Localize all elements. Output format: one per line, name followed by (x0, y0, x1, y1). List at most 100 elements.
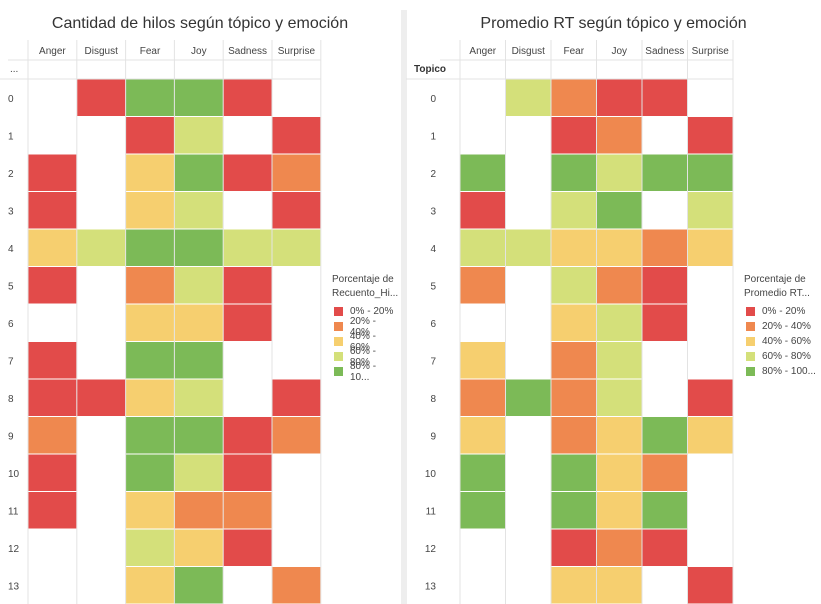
heatmap-cell[interactable] (272, 417, 321, 454)
heatmap-cell[interactable] (272, 379, 321, 417)
heatmap-cell[interactable] (642, 304, 688, 342)
heatmap-cell[interactable] (460, 417, 506, 454)
heatmap-cell[interactable] (506, 379, 551, 417)
heatmap-cell[interactable] (597, 342, 642, 379)
heatmap-cell[interactable] (551, 379, 597, 417)
heatmap-cell[interactable] (688, 117, 733, 154)
heatmap-cell[interactable] (642, 267, 688, 304)
heatmap-cell[interactable] (28, 342, 77, 379)
heatmap-cell[interactable] (597, 117, 642, 154)
heatmap-cell[interactable] (223, 267, 272, 304)
legend-item[interactable]: 80% - 10... (332, 361, 398, 383)
heatmap-cell[interactable] (597, 379, 642, 417)
heatmap-cell[interactable] (272, 229, 321, 267)
heatmap-cell[interactable] (126, 79, 174, 117)
heatmap-cell[interactable] (551, 567, 597, 604)
heatmap-cell[interactable] (174, 154, 223, 192)
legend-item[interactable]: 0% - 20% (744, 304, 816, 319)
heatmap-cell[interactable] (551, 529, 597, 567)
heatmap-cell[interactable] (28, 492, 77, 529)
heatmap-cell[interactable] (223, 454, 272, 492)
heatmap-cell[interactable] (642, 154, 688, 192)
heatmap-cell[interactable] (597, 79, 642, 117)
heatmap-cell[interactable] (272, 154, 321, 192)
heatmap-cell[interactable] (126, 417, 174, 454)
heatmap-cell[interactable] (506, 79, 551, 117)
heatmap-cell[interactable] (597, 417, 642, 454)
heatmap-cell[interactable] (460, 192, 506, 229)
heatmap-cell[interactable] (174, 492, 223, 529)
heatmap-cell[interactable] (597, 454, 642, 492)
legend-item[interactable]: 60% - 80% (332, 346, 398, 368)
heatmap-cell[interactable] (174, 192, 223, 229)
heatmap-cell[interactable] (642, 79, 688, 117)
heatmap-cell[interactable] (126, 267, 174, 304)
heatmap-cell[interactable] (174, 417, 223, 454)
heatmap-cell[interactable] (688, 379, 733, 417)
heatmap-cell[interactable] (688, 192, 733, 229)
heatmap-cell[interactable] (174, 342, 223, 379)
heatmap-cell[interactable] (642, 529, 688, 567)
heatmap-cell[interactable] (174, 267, 223, 304)
heatmap-cell[interactable] (460, 154, 506, 192)
heatmap-cell[interactable] (551, 79, 597, 117)
heatmap-cell[interactable] (551, 342, 597, 379)
heatmap-cell[interactable] (272, 117, 321, 154)
heatmap-cell[interactable] (460, 492, 506, 529)
heatmap-cell[interactable] (126, 192, 174, 229)
heatmap-cell[interactable] (551, 267, 597, 304)
heatmap-cell[interactable] (272, 192, 321, 229)
heatmap-cell[interactable] (126, 229, 174, 267)
heatmap-cell[interactable] (460, 379, 506, 417)
heatmap-cell[interactable] (551, 154, 597, 192)
heatmap-cell[interactable] (551, 417, 597, 454)
legend-item[interactable]: 0% - 20% (332, 304, 398, 319)
legend-item[interactable]: 60% - 80% (744, 349, 816, 364)
heatmap-cell[interactable] (126, 117, 174, 154)
heatmap-cell[interactable] (28, 379, 77, 417)
heatmap-cell[interactable] (174, 567, 223, 604)
heatmap-cell[interactable] (460, 454, 506, 492)
heatmap-cell[interactable] (506, 229, 551, 267)
heatmap-cell[interactable] (28, 229, 77, 267)
heatmap-cell[interactable] (126, 304, 174, 342)
heatmap-cell[interactable] (597, 192, 642, 229)
heatmap-cell[interactable] (77, 379, 126, 417)
heatmap-cell[interactable] (28, 154, 77, 192)
heatmap-cell[interactable] (551, 192, 597, 229)
heatmap-cell[interactable] (597, 304, 642, 342)
heatmap-cell[interactable] (551, 492, 597, 529)
heatmap-cell[interactable] (460, 229, 506, 267)
heatmap-cell[interactable] (223, 417, 272, 454)
heatmap-cell[interactable] (126, 567, 174, 604)
heatmap-cell[interactable] (126, 154, 174, 192)
heatmap-cell[interactable] (77, 79, 126, 117)
heatmap-cell[interactable] (460, 267, 506, 304)
heatmap-cell[interactable] (642, 492, 688, 529)
legend-item[interactable]: 40% - 60% (744, 334, 816, 349)
heatmap-cell[interactable] (642, 229, 688, 267)
heatmap-cell[interactable] (223, 229, 272, 267)
heatmap-cell[interactable] (126, 454, 174, 492)
heatmap-cell[interactable] (174, 304, 223, 342)
legend-item[interactable]: 20% - 40% (332, 316, 398, 338)
heatmap-cell[interactable] (28, 267, 77, 304)
heatmap-cell[interactable] (642, 454, 688, 492)
legend-item[interactable]: 20% - 40% (744, 319, 816, 334)
heatmap-cell[interactable] (597, 567, 642, 604)
heatmap-cell[interactable] (174, 529, 223, 567)
heatmap-cell[interactable] (688, 567, 733, 604)
legend-item[interactable]: 80% - 100... (744, 364, 816, 379)
heatmap-cell[interactable] (551, 229, 597, 267)
heatmap-cell[interactable] (642, 417, 688, 454)
heatmap-cell[interactable] (126, 529, 174, 567)
heatmap-cell[interactable] (597, 229, 642, 267)
heatmap-cell[interactable] (223, 154, 272, 192)
heatmap-cell[interactable] (174, 79, 223, 117)
heatmap-cell[interactable] (223, 79, 272, 117)
heatmap-cell[interactable] (126, 379, 174, 417)
heatmap-cell[interactable] (688, 229, 733, 267)
heatmap-cell[interactable] (597, 267, 642, 304)
legend-item[interactable]: 40% - 60% (332, 331, 398, 353)
heatmap-cell[interactable] (688, 417, 733, 454)
